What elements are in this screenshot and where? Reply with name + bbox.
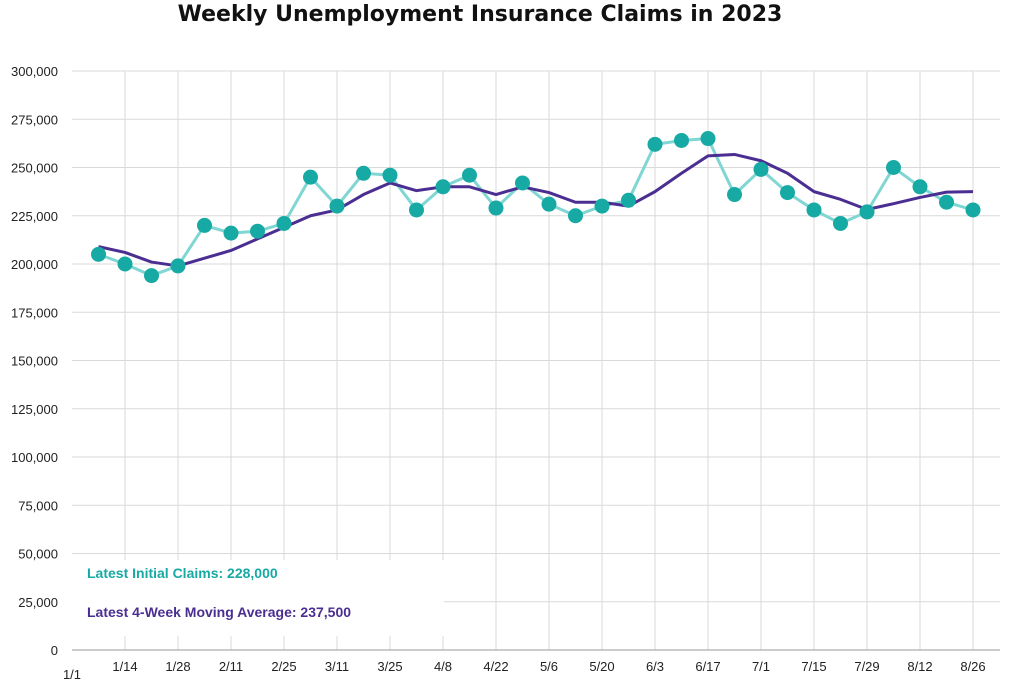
- initial-claims-point: [647, 136, 663, 152]
- x-tick-label: 6/3: [646, 659, 664, 674]
- x-tick-label: 7/15: [801, 659, 826, 674]
- annotation-box: [72, 560, 444, 636]
- annotation-latest-average: Latest 4-Week Moving Average: 237,500: [87, 604, 351, 620]
- initial-claims-point: [806, 202, 822, 218]
- x-tick-label: 4/22: [483, 659, 508, 674]
- x-tick-label: 7/1: [752, 659, 770, 674]
- initial-claims-point: [859, 204, 875, 220]
- y-tick-label: 150,000: [11, 354, 58, 369]
- initial-claims-point: [276, 215, 292, 231]
- y-tick-label: 250,000: [11, 161, 58, 176]
- initial-claims-point: [939, 194, 954, 210]
- y-tick-label: 175,000: [11, 305, 58, 320]
- x-tick-label: 1/28: [165, 659, 190, 674]
- x-tick-label: 1/1: [63, 667, 81, 682]
- annotation-latest-initial: Latest Initial Claims: 228,000: [87, 565, 278, 581]
- initial-claims-point: [435, 179, 451, 195]
- chart-title: Weekly Unemployment Insurance Claims in …: [177, 2, 783, 27]
- y-tick-label: 300,000: [11, 64, 58, 79]
- x-tick-label: 3/11: [325, 659, 349, 674]
- initial-claims-point: [568, 208, 583, 224]
- initial-claims-point: [223, 225, 239, 241]
- y-tick-label: 100,000: [11, 450, 58, 465]
- initial-claims-point: [515, 175, 530, 191]
- initial-claims-point: [753, 161, 769, 177]
- y-tick-label: 0: [51, 643, 58, 658]
- x-tick-label: 7/29: [854, 659, 879, 674]
- x-axis-ticks: 1/1 1/14 1/28 2/11 2/25 3/11 3/25 4/8 4/22 5/6 5/2…: [63, 659, 986, 682]
- y-tick-label: 125,000: [11, 402, 58, 417]
- x-tick-label: 5/6: [540, 659, 558, 674]
- initial-claims-point: [488, 200, 504, 216]
- x-tick-label: 2/25: [271, 659, 296, 674]
- moving-average-line: [98, 152, 974, 268]
- initial-claims-point: [674, 132, 689, 148]
- x-tick-label: 8/12: [907, 659, 932, 674]
- y-tick-label: 50,000: [18, 547, 58, 562]
- y-tick-label: 75,000: [18, 498, 58, 513]
- initial-claims-point: [780, 185, 795, 201]
- initial-claims-point: [382, 167, 398, 183]
- y-tick-label: 25,000: [18, 595, 58, 610]
- initial-claims-point: [965, 202, 981, 218]
- y-axis-ticks: 300,000 275,000 250,000 225,000 200,000 175,0…: [11, 64, 58, 658]
- x-tick-label: 2/11: [219, 659, 243, 674]
- x-tick-label: 1/14: [112, 659, 137, 674]
- initial-claims-point: [621, 192, 636, 208]
- x-tick-label: 8/26: [960, 659, 985, 674]
- x-tick-label: 4/8: [434, 659, 452, 674]
- initial-claims-point: [700, 131, 716, 147]
- initial-claims-point: [91, 246, 106, 262]
- initial-claims-point: [912, 179, 928, 195]
- initial-claims-point: [356, 165, 371, 181]
- y-tick-label: 200,000: [11, 257, 58, 272]
- initial-claims-point: [144, 268, 159, 284]
- y-tick-label: 275,000: [11, 112, 58, 127]
- initial-claims-point: [594, 198, 610, 214]
- initial-claims-line: [97, 137, 974, 278]
- initial-claims-point: [250, 223, 265, 239]
- initial-claims-point: [170, 258, 186, 274]
- gridlines: [72, 70, 1000, 650]
- initial-claims-point: [329, 198, 345, 214]
- initial-claims-point: [541, 196, 557, 212]
- initial-claims-point: [833, 215, 848, 231]
- y-tick-label: 225,000: [11, 209, 58, 224]
- initial-claims-point: [727, 187, 742, 203]
- initial-claims-point: [409, 202, 424, 218]
- initial-claims-point: [303, 169, 318, 185]
- initial-claims-point: [117, 256, 133, 272]
- x-tick-label: 5/20: [589, 659, 614, 674]
- x-tick-label: 6/17: [695, 659, 720, 674]
- initial-claims-point: [462, 167, 477, 183]
- x-tick-label: 3/25: [377, 659, 402, 674]
- initial-claims-point: [197, 217, 212, 233]
- series-layer: [91, 131, 981, 284]
- initial-claims-point: [886, 160, 901, 175]
